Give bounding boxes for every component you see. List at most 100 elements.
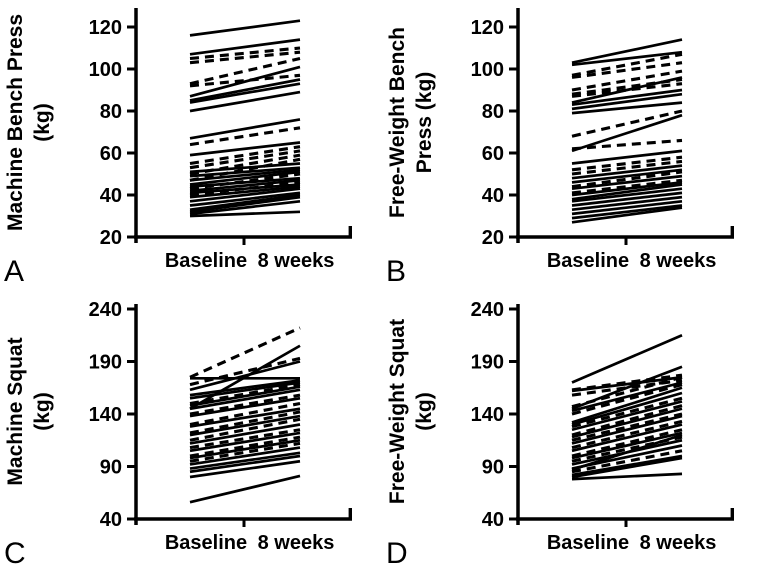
panel-letter-a: A (4, 255, 24, 282)
participant-line-solid (189, 423, 301, 445)
participant-line-solid (189, 474, 301, 504)
participant-line-dashed (571, 375, 683, 409)
y-tick-label: 40 (100, 509, 122, 531)
panel-letter-d: D (386, 537, 408, 565)
participant-line-dashed (571, 82, 683, 98)
participant-line-solid (571, 206, 683, 224)
participant-line-solid (571, 423, 683, 453)
x-label-baseline: Baseline (165, 532, 247, 554)
participant-line-dashed (189, 157, 301, 182)
participant-line-solid (571, 187, 683, 203)
participant-line-solid (571, 191, 683, 207)
participant-line-solid (571, 76, 683, 104)
participant-line-solid (189, 162, 301, 174)
participant-line-dashed (189, 435, 301, 458)
y-axis-title-line1: Free-Weight Squat (386, 319, 409, 504)
participant-line-solid (571, 168, 683, 184)
y-axis-title-line2: (kg) (413, 392, 436, 431)
y-tick-label: 100 (471, 59, 504, 81)
participant-line-dashed (571, 449, 683, 474)
participant-line-solid (189, 210, 301, 218)
panel-free-weight-squat: 40 90 140 190 240 Baseline 8 weeks Free-Weight … (382, 282, 764, 565)
y-tick-label: 80 (482, 101, 504, 123)
participant-line-solid (571, 386, 683, 424)
participant-line-solid (571, 414, 683, 445)
y-tick-label: 20 (100, 227, 122, 249)
participant-line-solid (571, 204, 683, 220)
participant-line-dashed (189, 410, 301, 435)
participant-line-solid (571, 433, 683, 471)
participant-line-solid (189, 187, 301, 203)
participant-line-dashed (571, 155, 683, 172)
panel-free-weight-bench-press: 20 40 60 80 100 120 Baseline 8 weeks Free-Weight… (382, 0, 764, 282)
participant-line-dashed (189, 383, 301, 406)
y-axis-title-line1: Machine Bench Press (4, 14, 27, 231)
participant-line-solid (571, 50, 683, 67)
participant-line-solid (189, 183, 301, 195)
y-tick-label: 140 (89, 404, 122, 426)
y-tick-label: 100 (89, 59, 122, 81)
participant-line-dashed (571, 159, 683, 176)
participant-line-solid (189, 185, 301, 199)
participant-line-solid (571, 472, 683, 481)
participant-line-dashed (571, 428, 683, 458)
participant-line-solid (189, 82, 301, 104)
participant-line-solid (189, 438, 301, 460)
y-tick-label: 40 (482, 185, 504, 207)
x-label-baseline: Baseline (165, 250, 247, 272)
participant-line-solid (189, 431, 301, 453)
y-tick-label: 40 (100, 185, 122, 207)
y-axis-title-line1: Free-Weight Bench (386, 27, 409, 218)
y-tick-label: 120 (89, 17, 122, 39)
participant-line-dashed (189, 417, 301, 442)
machine-squat-chart: 40 90 140 190 240 Baseline 8 weeks Machine Squa… (4, 299, 352, 565)
panel-machine-squat: 40 90 140 190 240 Baseline 8 weeks Machine Squa… (0, 282, 382, 565)
machine-bench-press-chart: 20 40 60 80 100 120 Baseline 8 weeks Machine Ben… (4, 8, 352, 282)
participant-line-solid (189, 166, 301, 178)
participant-line-solid (571, 174, 683, 191)
free-weight-bench-press-chart: 20 40 60 80 100 120 Baseline 8 weeks Free-Weight… (386, 8, 734, 282)
participant-line-dashed (571, 396, 683, 429)
participant-line-solid (189, 414, 301, 437)
participant-line-dashed (189, 145, 301, 166)
y-axis-title-line2: Press (kg) (413, 72, 436, 174)
participant-line-dashed (571, 69, 683, 92)
y-tick-label: 90 (482, 457, 504, 479)
participant-line-solid (189, 19, 301, 37)
participant-line-dashed (189, 46, 301, 61)
x-label-baseline: Baseline (547, 250, 629, 272)
y-tick-label: 60 (100, 143, 122, 165)
participant-line-solid (189, 38, 301, 56)
free-weight-squat-chart: 40 90 140 190 240 Baseline 8 weeks Free-Weight … (386, 299, 734, 565)
participant-line-solid (571, 431, 683, 460)
participant-line-solid (189, 191, 301, 207)
participant-line-solid (571, 391, 683, 426)
participant-line-solid (571, 38, 683, 65)
participant-line-dashed (189, 180, 301, 197)
participant-line-solid (189, 388, 301, 411)
y-tick-label: 240 (471, 299, 504, 321)
participant-line-solid (189, 360, 301, 392)
x-label-8weeks: 8 weeks (258, 250, 335, 272)
participant-line-solid (189, 170, 301, 186)
participant-line-dashed (189, 56, 301, 86)
y-tick-label: 140 (471, 404, 504, 426)
participant-line-solid (571, 400, 683, 432)
panel-machine-bench-press: 20 40 60 80 100 120 Baseline 8 weeks Machine Ben… (0, 0, 382, 282)
participant-line-dashed (571, 109, 683, 138)
participant-line-dashed (571, 138, 683, 151)
participant-line-dashed (571, 178, 683, 195)
y-tick-label: 80 (100, 101, 122, 123)
participant-line-solid (189, 78, 301, 102)
participant-line-dashed (189, 441, 301, 463)
participant-line-dashed (189, 149, 301, 170)
participant-line-solid (571, 381, 683, 413)
x-label-8weeks: 8 weeks (640, 250, 717, 272)
participant-line-dashed (571, 383, 683, 416)
participant-line-solid (571, 375, 683, 393)
y-tick-label: 120 (471, 17, 504, 39)
participant-line-solid (189, 168, 301, 182)
x-label-baseline: Baseline (547, 532, 629, 554)
participant-line-solid (189, 178, 301, 193)
